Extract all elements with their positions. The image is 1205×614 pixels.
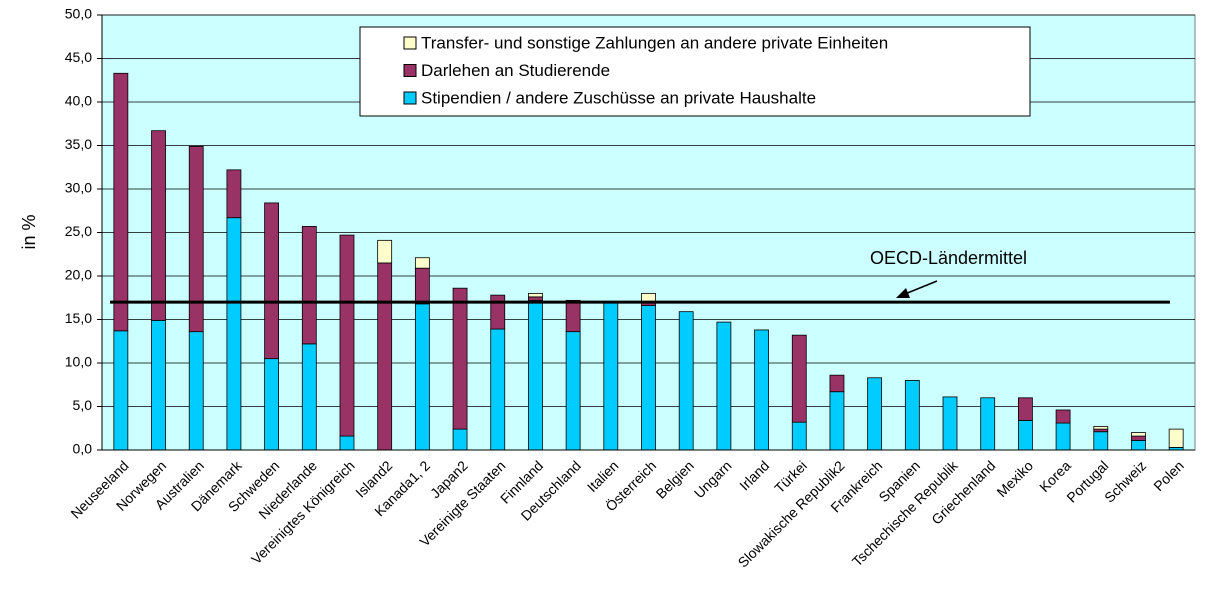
y-tick-label: 45,0 (65, 49, 92, 65)
bar-segment (188, 145, 204, 333)
y-axis-label: in % (19, 214, 39, 249)
bar-segment (829, 391, 845, 451)
bar-segment (528, 292, 543, 298)
bar-segment (867, 377, 883, 451)
y-tick-label: 25,0 (65, 223, 92, 239)
bar-segment (641, 305, 656, 451)
bar-segment (113, 72, 129, 332)
x-tick-label: Polen (1150, 457, 1187, 494)
legend-swatch (403, 64, 417, 77)
bar-segment (264, 358, 280, 451)
bar-segment (452, 287, 468, 430)
legend-swatch (403, 91, 417, 105)
bar-segment (377, 262, 393, 451)
y-tick-label: 10,0 (65, 354, 92, 370)
bar-segment (414, 303, 430, 451)
bar-segment (980, 397, 996, 451)
legend-label: Stipendien / andere Zuschüsse an private… (421, 88, 816, 107)
y-tick-label: 40,0 (65, 93, 92, 109)
bar-segment (301, 343, 317, 451)
bar-segment (490, 328, 506, 451)
bar-segment (829, 374, 845, 393)
reference-label: OECD-Ländermittel (870, 248, 1027, 268)
bar-segment (1131, 440, 1146, 451)
bar-segment (1131, 432, 1146, 437)
legend-swatch (403, 36, 417, 50)
bar-segment (339, 234, 355, 437)
bar-segment (565, 331, 581, 451)
bar-segment (791, 421, 807, 451)
bar-segment (1017, 420, 1033, 451)
bar-segment (528, 296, 543, 301)
bar-segment (1055, 422, 1071, 451)
bar-segment (301, 226, 317, 345)
legend-label: Darlehen an Studierende (421, 61, 610, 80)
bar-segment (1055, 409, 1071, 424)
bar-segment (942, 396, 958, 451)
bar-segment (226, 169, 242, 219)
legend-box (359, 26, 1031, 117)
bar-segment (490, 294, 506, 330)
bar-segment (754, 329, 769, 451)
bar-segment (791, 334, 807, 423)
y-tick-label: 20,0 (65, 267, 92, 283)
bar-segment (1093, 426, 1109, 430)
bar-segment (113, 330, 129, 451)
bar-segment (1168, 428, 1184, 448)
bar-segment (226, 217, 242, 451)
bars (113, 72, 1184, 451)
y-tick-label: 30,0 (65, 180, 92, 196)
bar-segment (151, 319, 166, 451)
bar-segment (1093, 431, 1109, 451)
x-tick-label: Belgien (653, 457, 697, 501)
bar-segment (414, 267, 430, 305)
y-tick-label: 50,0 (65, 6, 92, 22)
legend-label: Transfer- und sonstige Zahlungen an ande… (421, 33, 888, 52)
bar-segment (264, 202, 280, 360)
y-tick-label: 0,0 (73, 441, 93, 457)
legend (359, 26, 1031, 117)
bar-segment (452, 428, 468, 451)
x-tick-label: Mexiko (993, 457, 1036, 500)
arrow-head (896, 288, 910, 298)
x-tick-label: Ungarn (691, 457, 735, 501)
bar-segment (339, 435, 355, 451)
bar-segment (377, 239, 393, 264)
bar-segment (1017, 397, 1033, 421)
y-tick-label: 35,0 (65, 136, 92, 152)
bar-segment (188, 331, 204, 451)
y-tick-label: 15,0 (65, 310, 92, 326)
x-tick-label: Schweiz (1101, 457, 1149, 505)
y-tick-label: 5,0 (73, 397, 93, 413)
bar-segment (528, 299, 543, 451)
bar-segment (1131, 435, 1146, 441)
x-tick-label: Irland (736, 457, 772, 493)
bar-segment (678, 311, 694, 451)
bar-segment (716, 321, 732, 451)
bar-segment (904, 379, 920, 451)
bar-segment (603, 301, 619, 451)
bar-segment (565, 299, 581, 333)
annotation-arrow (904, 280, 938, 295)
bar-segment (414, 257, 430, 269)
bar-segment (151, 130, 166, 321)
